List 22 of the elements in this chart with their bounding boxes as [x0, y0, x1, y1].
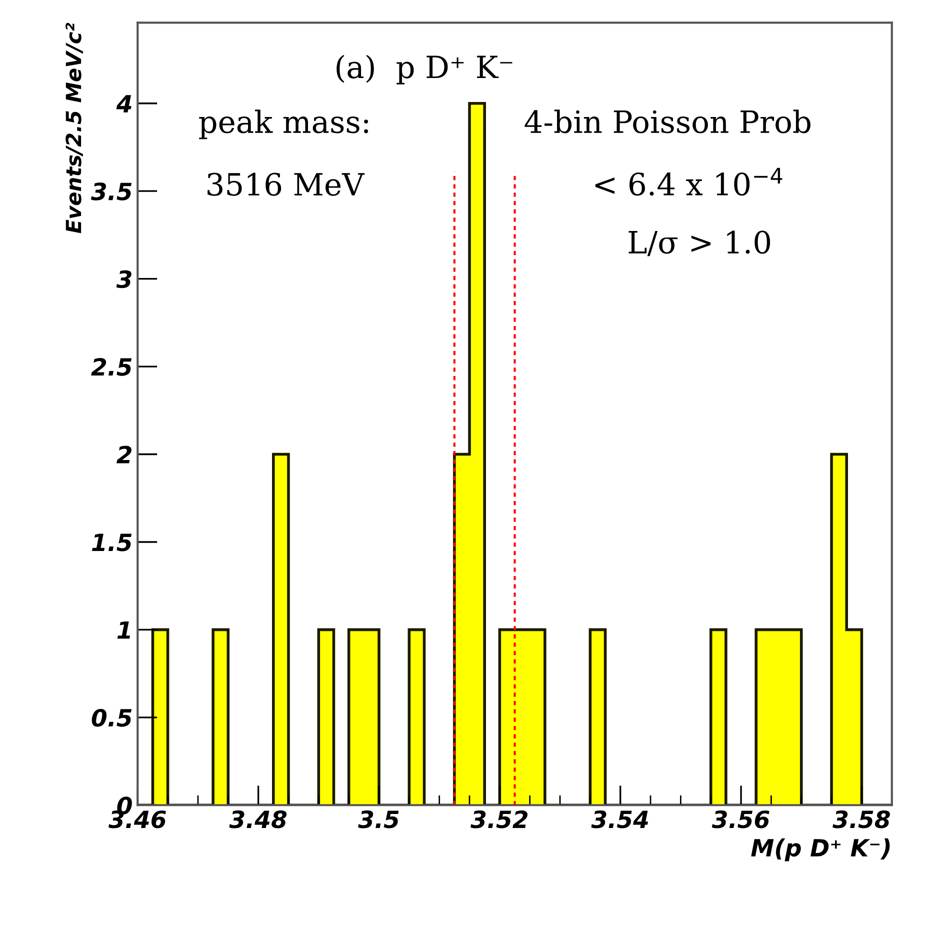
- x-tick-label: 3.56: [712, 810, 770, 828]
- x-tick-label: 3.58: [832, 810, 890, 828]
- y-tick-label: 1.5: [92, 534, 132, 552]
- annotation: L/σ > 1.0: [628, 230, 770, 256]
- text: (a) p D⁺ K⁻: [336, 54, 512, 84]
- x-axis-title: M(p D⁺ K⁻): [751, 838, 890, 862]
- annotation: 3516 MeV: [208, 172, 365, 196]
- annotation: < 6.4 x 10$^{−4}$: [595, 168, 782, 196]
- y-tick-label: 3: [116, 270, 132, 288]
- x-tick-label: 3.54: [591, 810, 648, 828]
- annotation: peak mass:: [199, 110, 368, 140]
- y-tick-label: 2: [116, 446, 132, 464]
- x-tick-label: 3.5: [358, 810, 399, 828]
- y-tick-label: 0.5: [92, 708, 132, 727]
- y-tick-label: 4: [116, 95, 132, 112]
- x-tick-label: 3.48: [229, 810, 287, 828]
- y-axis-title: Events/2.5 MeV/c²: [66, 22, 83, 234]
- annotation: 4-bin Poisson Prob: [524, 110, 810, 134]
- y-tick-label: 3.5: [90, 182, 132, 200]
- y-tick-label: 2.5: [91, 358, 132, 376]
- y-tick-label: 1: [117, 621, 130, 639]
- x-tick-label: 3.52: [470, 810, 528, 828]
